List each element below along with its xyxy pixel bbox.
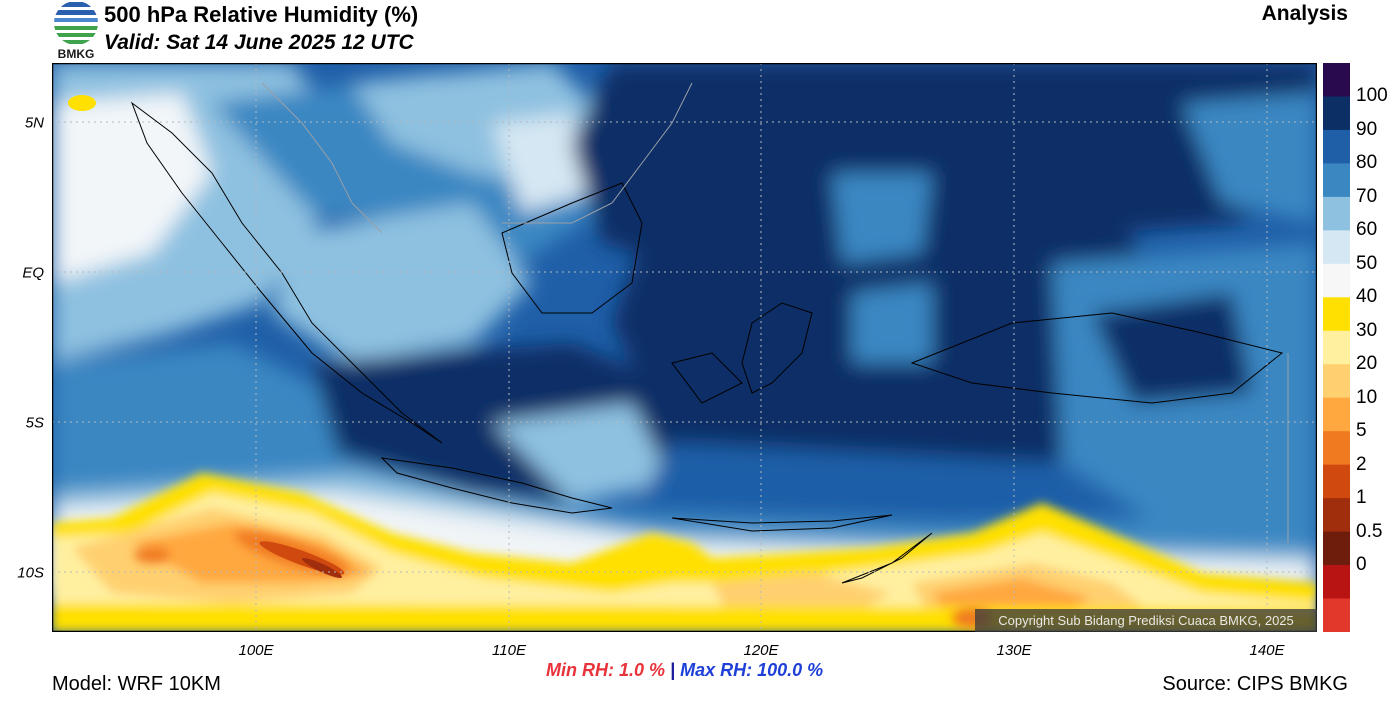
stats-separator: |: [670, 660, 676, 680]
colorbar-swatch: [1323, 163, 1350, 198]
colorbar-swatch: [1323, 431, 1350, 466]
colorbar-swatch: [1323, 263, 1350, 298]
lon-label-100e: 100E: [238, 642, 274, 659]
colorbar-label: 2: [1356, 453, 1367, 475]
copyright-notice: Copyright Sub Bidang Prediksi Cuaca BMKG…: [975, 609, 1317, 632]
analysis-label: Analysis: [1261, 2, 1348, 25]
min-rh: Min RH: 1.0 %: [546, 660, 666, 680]
colorbar-swatch: [1323, 598, 1350, 633]
colorbar-label: 1: [1356, 487, 1367, 509]
logo-text: BMKG: [58, 47, 95, 60]
lon-label-140e: 140E: [1249, 642, 1285, 659]
colorbar-label: 0.5: [1356, 520, 1383, 542]
colorbar-swatch: [1323, 397, 1350, 432]
colorbar-label: 90: [1356, 118, 1378, 140]
lat-label-eq: EQ: [22, 264, 44, 282]
colorbar-swatch: [1323, 230, 1350, 265]
colorbar-label: 20: [1356, 353, 1378, 375]
lat-label-10s: 10S: [17, 564, 44, 582]
colorbar-swatch: [1323, 364, 1350, 399]
lon-label-130e: 130E: [996, 642, 1032, 659]
bmkg-logo: BMKG: [52, 0, 100, 61]
rh-stats: Min RH: 1.0 % | Max RH: 100.0 %: [546, 660, 823, 681]
max-rh: Max RH: 100.0 %: [680, 660, 824, 680]
colorbar-label: 0: [1356, 554, 1367, 576]
colorbar-swatch: [1323, 531, 1350, 566]
humidity-map: Copyright Sub Bidang Prediksi Cuaca BMKG…: [51, 62, 1318, 633]
colorbar-swatch: [1323, 129, 1350, 164]
lon-label-120e: 120E: [743, 642, 779, 659]
valid-time: Valid: Sat 14 June 2025 12 UTC: [104, 31, 414, 54]
colorbar: [1323, 63, 1350, 633]
lat-label-5s: 5S: [25, 414, 44, 432]
colorbar-swatch: [1323, 63, 1350, 97]
colorbar-label: 100: [1356, 85, 1388, 107]
model-label: Model: WRF 10KM: [52, 673, 221, 695]
colorbar-label: 80: [1356, 152, 1378, 174]
colorbar-label: 60: [1356, 219, 1378, 241]
source-label: Source: CIPS BMKG: [1162, 673, 1348, 695]
chart-title: 500 hPa Relative Humidity (%): [104, 2, 419, 27]
lon-label-110e: 110E: [492, 642, 526, 659]
colorbar-label: 10: [1356, 386, 1378, 408]
colorbar-swatch: [1323, 96, 1350, 131]
colorbar-swatch: [1323, 464, 1350, 499]
colorbar-label: 40: [1356, 286, 1378, 308]
colorbar-swatch: [1323, 297, 1350, 332]
colorbar-swatch: [1323, 565, 1350, 600]
colorbar-swatch: [1323, 330, 1350, 365]
colorbar-label: 30: [1356, 319, 1378, 341]
colorbar-label: 70: [1356, 185, 1378, 207]
colorbar-swatch: [1323, 196, 1350, 231]
lat-label-5n: 5N: [24, 114, 44, 132]
colorbar-label: 5: [1356, 420, 1367, 442]
colorbar-label: 50: [1356, 252, 1378, 274]
colorbar-swatch: [1323, 498, 1350, 533]
